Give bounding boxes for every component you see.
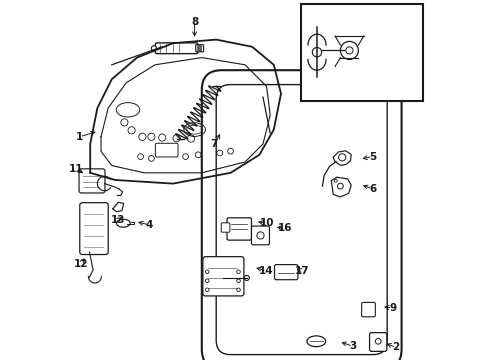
Text: 7: 7 [211, 139, 218, 149]
FancyBboxPatch shape [369, 333, 387, 351]
FancyBboxPatch shape [80, 203, 108, 255]
FancyBboxPatch shape [221, 223, 230, 232]
FancyBboxPatch shape [155, 43, 198, 54]
FancyBboxPatch shape [227, 218, 251, 240]
Text: 13: 13 [111, 215, 125, 225]
FancyBboxPatch shape [203, 257, 244, 296]
Text: 15: 15 [302, 38, 317, 48]
FancyBboxPatch shape [362, 302, 375, 317]
Text: 17: 17 [295, 266, 310, 276]
Bar [301, 4, 423, 101]
Text: 3: 3 [349, 341, 357, 351]
Text: 16: 16 [277, 222, 292, 233]
Text: 12: 12 [74, 258, 89, 269]
Text: 14: 14 [259, 266, 274, 276]
Text: 6: 6 [369, 184, 376, 194]
Text: 9: 9 [389, 303, 396, 313]
Text: 10: 10 [259, 218, 274, 228]
Text: 1: 1 [76, 132, 83, 142]
FancyBboxPatch shape [274, 265, 298, 280]
FancyBboxPatch shape [196, 45, 204, 52]
Text: 2: 2 [392, 342, 400, 352]
Text: 11: 11 [69, 164, 84, 174]
Circle shape [151, 46, 156, 51]
FancyBboxPatch shape [251, 226, 270, 245]
Text: 5: 5 [369, 152, 376, 162]
Text: 4: 4 [146, 220, 153, 230]
Text: 8: 8 [191, 17, 198, 27]
FancyBboxPatch shape [79, 169, 105, 193]
